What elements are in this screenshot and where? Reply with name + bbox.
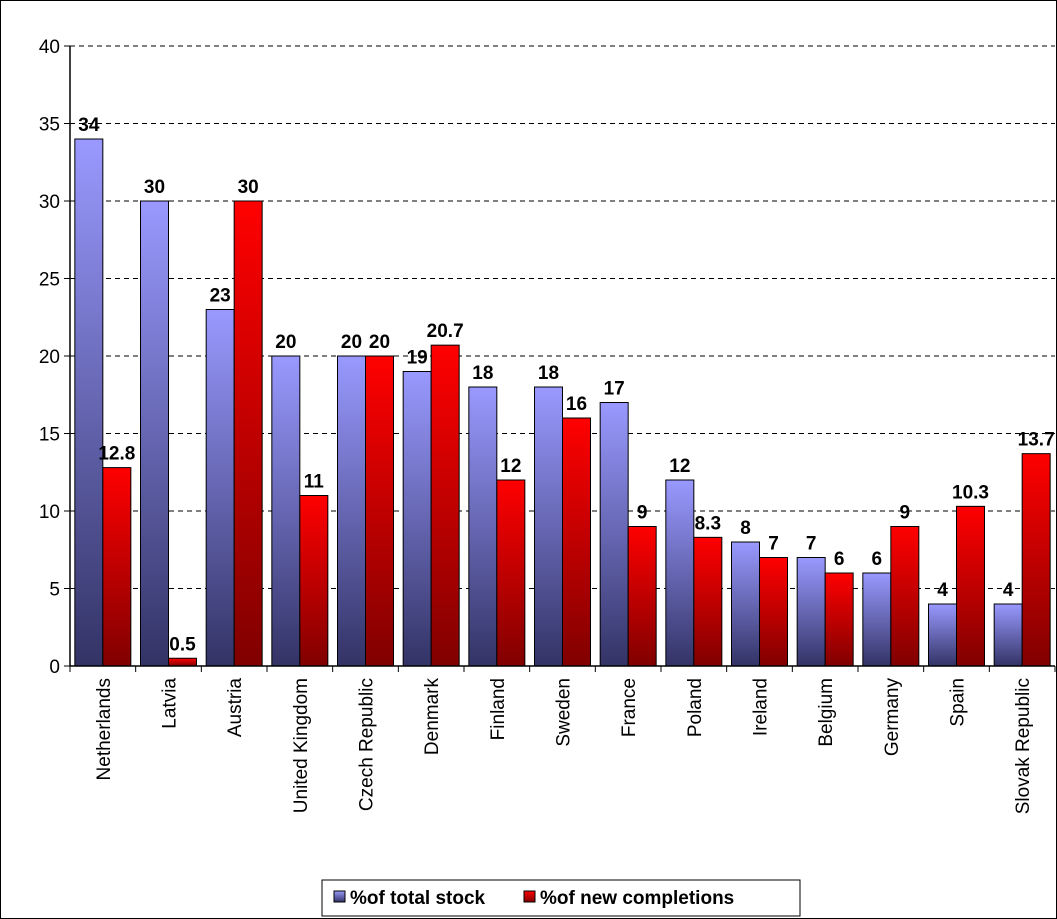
category-label: Netherlands (94, 678, 115, 780)
y-tick-label: 0 (49, 657, 60, 678)
bar-total-stock (862, 572, 892, 667)
bar-total-stock (402, 371, 432, 667)
y-tick-label: 15 (39, 425, 60, 446)
data-label-total-stock: 23 (210, 286, 231, 307)
data-label-new-completions: 12.8 (98, 444, 135, 465)
data-label-new-completions: 20 (369, 332, 390, 353)
bar-new-completions (956, 505, 985, 667)
data-label-total-stock: 12 (669, 456, 690, 477)
bar-total-stock (731, 541, 760, 667)
data-label-new-completions: 12 (500, 456, 521, 477)
data-label-total-stock: 7 (806, 534, 817, 555)
legend-label-new-completions: %of new completions (540, 888, 734, 909)
bar-total-stock (468, 386, 498, 667)
data-label-new-completions: 13.7 (1018, 430, 1055, 451)
bar-new-completions (759, 557, 788, 667)
category-label: Czech Republic (357, 678, 378, 811)
y-tick-label: 20 (39, 347, 60, 368)
bar-new-completions (430, 344, 460, 667)
category-label: Latvia (160, 678, 181, 729)
data-label-total-stock: 8 (740, 518, 751, 539)
data-label-total-stock: 6 (872, 549, 883, 570)
data-label-total-stock: 20 (275, 332, 296, 353)
axes: 0 5 10 15 20 25 30 35 40 Netherlands Latvia Austria… (39, 37, 1056, 814)
bar-new-completions (233, 200, 263, 667)
y-tick-label: 30 (39, 192, 60, 213)
category-label: France (619, 678, 640, 737)
category-label: Belgium (816, 678, 837, 747)
category-label: United Kingdom (291, 678, 312, 813)
bar-new-completions (168, 657, 197, 667)
y-tick-label: 25 (39, 270, 60, 291)
bar-total-stock (796, 557, 826, 667)
bar-total-stock (534, 386, 563, 667)
data-label-total-stock: 4 (937, 580, 948, 601)
data-label-new-completions: 9 (900, 503, 911, 524)
data-label-total-stock: 20 (341, 332, 362, 353)
y-tick-label: 10 (39, 502, 60, 523)
data-label-new-completions: 7 (768, 534, 779, 555)
data-labels: 34 12.8 30 0.5 23 30 20 11 20 20 19 20.7 18 12 18 16 17 9… (78, 115, 1054, 655)
bar-total-stock (140, 200, 169, 667)
category-label: Slovak Republic (1013, 678, 1034, 814)
data-label-new-completions: 11 (304, 472, 325, 493)
y-tick-label: 40 (39, 37, 60, 58)
y-tick-label: 5 (49, 580, 60, 601)
data-label-new-completions: 9 (637, 503, 648, 524)
bar-new-completions (365, 355, 394, 667)
data-label-total-stock: 30 (144, 177, 165, 198)
category-label: Spain (948, 678, 969, 727)
legend-box (321, 879, 801, 917)
bar-new-completions (496, 479, 526, 667)
category-label: Sweden (554, 678, 575, 747)
bar-new-completions (627, 526, 657, 667)
data-label-new-completions: 20.7 (427, 321, 464, 342)
data-label-total-stock: 19 (407, 348, 428, 369)
category-label: Denmark (422, 678, 443, 756)
bar-total-stock (74, 138, 104, 667)
data-label-total-stock: 4 (1003, 580, 1014, 601)
legend-label-total-stock: %of total stock (350, 888, 486, 909)
bars (74, 138, 1051, 667)
category-label: Germany (882, 678, 903, 757)
bar-total-stock (271, 355, 301, 667)
bar-new-completions (299, 495, 329, 667)
data-label-new-completions: 16 (566, 394, 587, 415)
data-label-total-stock: 34 (78, 115, 100, 136)
data-label-total-stock: 17 (604, 379, 625, 400)
data-label-new-completions: 8.3 (695, 513, 721, 534)
bar-new-completions (824, 572, 854, 667)
data-label-new-completions: 10.3 (952, 482, 989, 503)
legend-swatch-total-stock (333, 890, 346, 903)
data-label-total-stock: 18 (538, 363, 559, 384)
bar-new-completions (562, 417, 591, 667)
bar-total-stock (665, 479, 695, 667)
category-label: Austria (225, 678, 246, 738)
category-label: Finland (488, 678, 509, 740)
y-tick-label: 35 (39, 115, 60, 136)
bar-total-stock (928, 603, 957, 667)
bar-total-stock (993, 603, 1023, 667)
bar-total-stock (599, 402, 629, 667)
bar-new-completions (102, 467, 132, 667)
bar-new-completions (1021, 453, 1051, 667)
data-label-new-completions: 0.5 (169, 634, 196, 655)
category-label: Poland (685, 678, 706, 737)
legend-swatch-new-completions (523, 890, 536, 903)
data-label-new-completions: 6 (834, 549, 845, 570)
bar-total-stock (337, 355, 366, 667)
data-label-new-completions: 30 (238, 177, 259, 198)
legend: %of total stock %of new completions (321, 879, 801, 917)
data-label-total-stock: 18 (472, 363, 493, 384)
bar-new-completions (693, 536, 723, 667)
category-label: Ireland (751, 678, 772, 736)
bar-total-stock (205, 309, 235, 667)
bar-new-completions (890, 526, 920, 667)
